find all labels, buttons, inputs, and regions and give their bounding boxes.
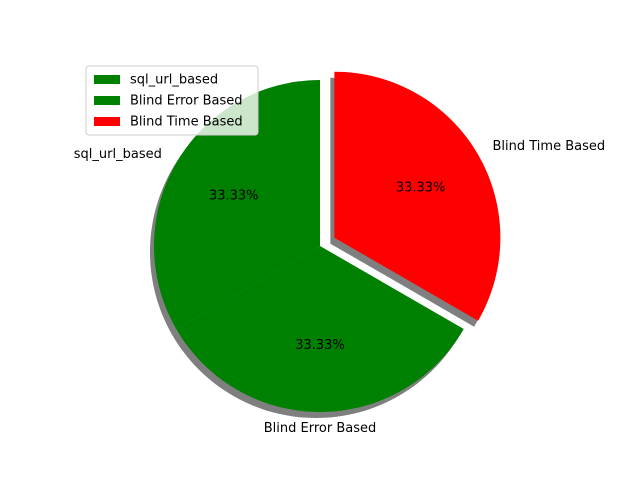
pie-slice (334, 71, 501, 321)
legend-entry-label: Blind Error Based (130, 94, 243, 109)
slice-percent-label: 33.33% (295, 338, 345, 353)
slice-labels: 33.33% sql_url_based 33.33% Blind Error Bas… (74, 139, 605, 436)
slice-category-label: Blind Time Based (493, 139, 606, 154)
legend-frame (85, 65, 259, 136)
pie-slices (154, 71, 501, 412)
legend-swatch (94, 75, 120, 84)
slice-category-label: Blind Error Based (264, 421, 377, 436)
legend-entry-label: Blind Time Based (130, 115, 243, 130)
legend: sql_url_based Blind Error Based Blind Time… (85, 65, 259, 136)
pie-slice (176, 246, 464, 412)
slice-percent-label: 33.33% (209, 189, 259, 204)
pie-slice (154, 80, 320, 329)
legend-swatch (94, 117, 120, 126)
legend-swatch (94, 96, 120, 105)
legend-entry-label: sql_url_based (130, 73, 218, 88)
slice-category-label: sql_url_based (74, 147, 162, 162)
slice-percent-label: 33.33% (396, 180, 446, 195)
